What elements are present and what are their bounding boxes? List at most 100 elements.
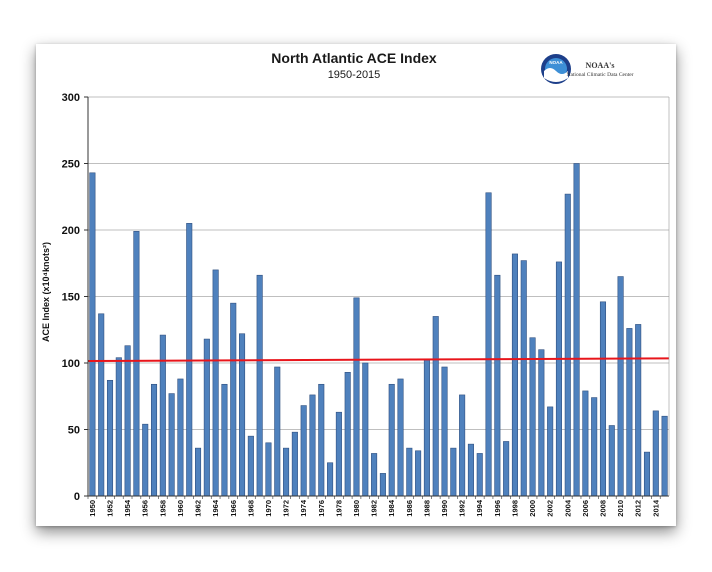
bar-1975	[309, 394, 316, 497]
y-tick-label-100: 100	[62, 358, 80, 370]
x-tick-label-1994: 1994	[475, 499, 484, 517]
bar-1960	[177, 378, 184, 497]
bar-1958	[159, 334, 166, 497]
bar-1994	[476, 453, 483, 497]
x-tick-label-1976: 1976	[317, 500, 326, 517]
y-tick-label-0: 0	[74, 491, 80, 503]
bar-2007	[591, 397, 598, 497]
bar-1950	[89, 172, 96, 497]
bar-1972	[283, 447, 290, 497]
x-tick-label-1980: 1980	[352, 500, 361, 517]
x-tick-label-1992: 1992	[458, 500, 467, 517]
bar-2015	[661, 415, 668, 497]
bar-1966	[230, 302, 237, 497]
bar-1967	[239, 333, 246, 497]
bar-1973	[291, 431, 298, 497]
x-tick-label-1998: 1998	[510, 500, 519, 517]
chart-subtitle: 1950-2015	[328, 69, 381, 81]
bar-1954	[124, 345, 131, 497]
x-tick-label-1966: 1966	[229, 500, 238, 517]
bar-2009	[608, 425, 615, 497]
bar-1992	[459, 394, 466, 497]
bar-1984	[388, 383, 395, 497]
y-tick-label-50: 50	[68, 425, 80, 437]
bar-1970	[265, 442, 272, 497]
bar-2006	[582, 390, 589, 497]
chart-title: North Atlantic ACE Index	[271, 50, 437, 66]
bar-1978	[335, 411, 342, 497]
x-tick-label-1958: 1958	[158, 500, 167, 517]
bar-1979	[344, 372, 351, 497]
x-tick-label-1960: 1960	[176, 500, 185, 517]
bar-1952	[106, 379, 114, 497]
x-tick-labels: 1950 1952 1954 1956 1958 1960 1962 1964 1966 1968…	[88, 499, 660, 517]
bar-2003	[555, 261, 562, 497]
ace-chart: North Atlantic ACE Index 1950-2015 NOAA …	[41, 50, 670, 517]
x-tick-label-1984: 1984	[387, 499, 396, 517]
x-tick-label-1968: 1968	[246, 500, 255, 517]
bar-1986	[406, 447, 413, 497]
bar-1987	[415, 450, 422, 497]
grid-lines	[84, 96, 669, 497]
x-tick-label-1964: 1964	[211, 499, 220, 517]
x-tick-label-1954: 1954	[123, 499, 132, 517]
bar-1965	[221, 383, 228, 497]
bar-1982	[371, 453, 378, 497]
bar-1997	[503, 441, 510, 497]
bar-1955	[133, 231, 140, 497]
bar-2010	[617, 276, 624, 497]
x-tick-label-2004: 2004	[563, 499, 572, 517]
bar-1990	[441, 366, 448, 497]
x-tick-label-2000: 2000	[528, 500, 537, 517]
bar-1959	[168, 393, 175, 497]
bar-1974	[300, 405, 307, 497]
bar-1977	[327, 462, 334, 497]
bar-2011	[626, 328, 633, 497]
bar-1983	[379, 473, 386, 497]
bar-2014	[652, 410, 659, 497]
x-tick-label-2008: 2008	[598, 500, 607, 517]
bars	[89, 163, 668, 497]
x-tick-label-1982: 1982	[370, 500, 379, 517]
bar-1951	[98, 313, 105, 497]
trend-layer	[87, 357, 670, 363]
bar-1953	[115, 357, 122, 497]
bar-1971	[274, 366, 281, 497]
bar-1968	[247, 435, 254, 497]
bar-2000	[529, 337, 536, 497]
bar-1996	[494, 274, 501, 497]
bar-1999	[520, 260, 527, 497]
x-tick-label-2012: 2012	[634, 500, 643, 517]
noaa-emblem-text: NOAA	[549, 60, 563, 65]
bar-1981	[362, 362, 369, 497]
noaa-wave-icon	[544, 68, 568, 82]
x-tick-label-1978: 1978	[334, 500, 343, 517]
x-tick-label-1970: 1970	[264, 500, 273, 517]
x-tick-label-1950: 1950	[88, 500, 97, 517]
x-tick-label-2010: 2010	[616, 500, 625, 517]
chart-card: North Atlantic ACE Index 1950-2015 NOAA …	[36, 44, 676, 526]
noaa-subtitle: National Climatic Data Center	[566, 72, 633, 78]
x-tick-label-2014: 2014	[651, 499, 660, 517]
bar-1989	[432, 316, 439, 497]
x-tick-label-1990: 1990	[440, 500, 449, 517]
bar-1980	[353, 297, 360, 497]
bar-1956	[142, 423, 149, 497]
y-tick-labels: 0 50 100 150 200 250 300	[62, 92, 80, 503]
x-tick-label-1972: 1972	[282, 500, 291, 517]
noaa-logo: NOAA NOAA's National Climatic Data Cente…	[541, 54, 634, 84]
y-tick-label-300: 300	[62, 92, 80, 104]
x-tick-label-1974: 1974	[299, 499, 308, 517]
bar-2002	[547, 406, 554, 497]
bar-1995	[485, 192, 492, 497]
y-axis-label: ACE Index (x10⁴knots²)	[41, 242, 51, 342]
bar-2005	[573, 163, 580, 497]
bar-2001	[538, 349, 545, 497]
bar-2012	[635, 324, 642, 497]
x-tick-label-1962: 1962	[194, 500, 203, 517]
bar-1964	[212, 269, 219, 497]
bar-1998	[511, 253, 518, 497]
bar-1985	[397, 378, 404, 497]
bar-2013	[643, 451, 651, 497]
bar-1962	[195, 447, 202, 497]
